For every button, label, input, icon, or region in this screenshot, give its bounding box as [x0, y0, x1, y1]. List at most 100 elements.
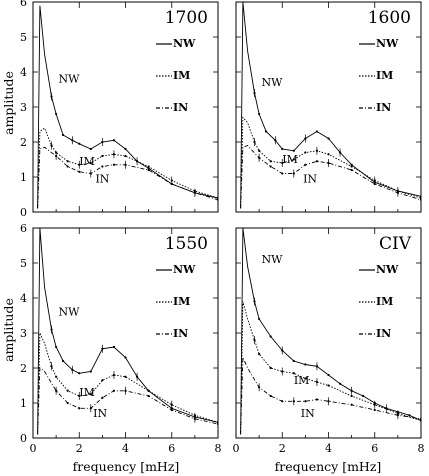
- data-point: [304, 163, 307, 166]
- data-point: [89, 370, 92, 373]
- data-point: [258, 317, 261, 321]
- plot-frame: [235, 1, 422, 213]
- y-tick-label: 0: [20, 432, 27, 445]
- series-label: NW: [261, 76, 283, 89]
- series-label: IN: [93, 407, 107, 420]
- data-point: [112, 345, 116, 349]
- series-line-nw: [37, 228, 218, 435]
- series-line-im: [240, 116, 421, 209]
- data-point: [124, 154, 127, 158]
- data-point: [170, 182, 173, 186]
- data-point: [338, 382, 342, 385]
- legend-label: NW: [173, 263, 196, 276]
- data-point: [55, 375, 58, 378]
- series-line-in: [37, 367, 218, 435]
- data-point: [258, 352, 261, 356]
- x-tick-label: 0: [30, 442, 37, 455]
- series-label: IN: [95, 172, 109, 185]
- data-point: [419, 419, 421, 422]
- data-point: [269, 160, 272, 163]
- data-point: [419, 195, 421, 198]
- legend-label: IM: [173, 69, 190, 82]
- data-point: [281, 172, 284, 175]
- data-point: [216, 196, 218, 200]
- x-tick-label: 4: [325, 442, 332, 455]
- chart-panel-2: 0 1 2 3 4 5 6 0 2 4 6 8 1550 NW IM IN NW IM IN: [20, 222, 222, 455]
- data-point: [66, 165, 69, 168]
- data-point: [269, 165, 272, 168]
- x-tick-label: 8: [418, 442, 425, 455]
- data-point: [61, 359, 65, 363]
- series-label: NW: [58, 306, 80, 319]
- legend-label: NW: [376, 37, 399, 50]
- data-point: [327, 373, 330, 377]
- legend-label: IN: [173, 327, 188, 340]
- data-point: [419, 196, 421, 200]
- x-axis-label-left: frequency [mHz]: [73, 459, 180, 474]
- panel-title: CIV: [379, 234, 412, 254]
- chart-panel-3: 0 2 4 6 8 CIV NW IM IN NW IM IN: [233, 227, 425, 455]
- x-tick-label: 0: [233, 442, 240, 455]
- data-point: [216, 421, 218, 424]
- series-label: IN: [301, 407, 315, 420]
- legend-label: IM: [376, 295, 393, 308]
- data-point: [350, 163, 353, 166]
- data-point: [55, 345, 58, 349]
- data-point: [78, 142, 81, 145]
- panel-title: 1600: [368, 8, 411, 28]
- data-point: [147, 394, 150, 398]
- y-tick-label: 4: [20, 66, 27, 79]
- series-label: IM: [294, 374, 310, 387]
- x-tick-label: 2: [76, 442, 83, 455]
- series-label: IN: [303, 172, 317, 185]
- legend-label: IM: [376, 69, 393, 82]
- panels: 01234561700NWIMINNWIMIN1600NWIMINNWIMIN0…: [20, 0, 425, 455]
- data-point: [281, 400, 284, 403]
- data-point: [350, 168, 353, 172]
- y-tick-label: 5: [20, 257, 27, 270]
- series-label: NW: [261, 253, 283, 266]
- data-point: [112, 389, 116, 392]
- data-point: [89, 161, 92, 165]
- data-point: [89, 393, 92, 396]
- data-point: [101, 165, 104, 168]
- y-axis-label-bottom: amplitude: [1, 298, 16, 362]
- data-point: [373, 408, 376, 412]
- data-point: [350, 165, 353, 168]
- data-point: [147, 167, 150, 170]
- data-point: [304, 377, 307, 380]
- legend-label: IN: [376, 327, 391, 340]
- x-tick-label: 4: [122, 442, 129, 455]
- series-label: IM: [79, 155, 95, 168]
- data-point: [292, 372, 295, 375]
- y-tick-label: 3: [20, 101, 27, 114]
- data-point: [258, 149, 261, 152]
- y-tick-label: 1: [20, 171, 27, 184]
- data-point: [269, 335, 272, 338]
- data-point: [258, 112, 261, 116]
- series-line-nw: [37, 5, 218, 209]
- data-point: [304, 363, 307, 366]
- data-point: [281, 147, 284, 151]
- data-point: [304, 151, 307, 154]
- data-point: [373, 182, 376, 186]
- data-point: [350, 394, 353, 398]
- panel-title: 1550: [165, 234, 208, 254]
- data-point: [61, 133, 65, 137]
- data-point: [216, 422, 218, 426]
- series-line-in: [240, 357, 421, 435]
- y-tick-label: 2: [20, 362, 27, 375]
- data-point: [327, 137, 330, 140]
- series-label: IM: [79, 386, 95, 399]
- x-tick-label: 6: [168, 442, 175, 455]
- data-point: [304, 400, 307, 403]
- y-tick-label: 6: [20, 0, 27, 9]
- y-tick-label: 3: [20, 327, 27, 340]
- data-point: [101, 154, 104, 158]
- legend-label: IN: [173, 101, 188, 114]
- y-tick-label: 4: [20, 292, 27, 305]
- chart-panel-1: 1600 NW IM IN NW IM IN: [235, 1, 422, 213]
- series-line-nw: [240, 2, 421, 209]
